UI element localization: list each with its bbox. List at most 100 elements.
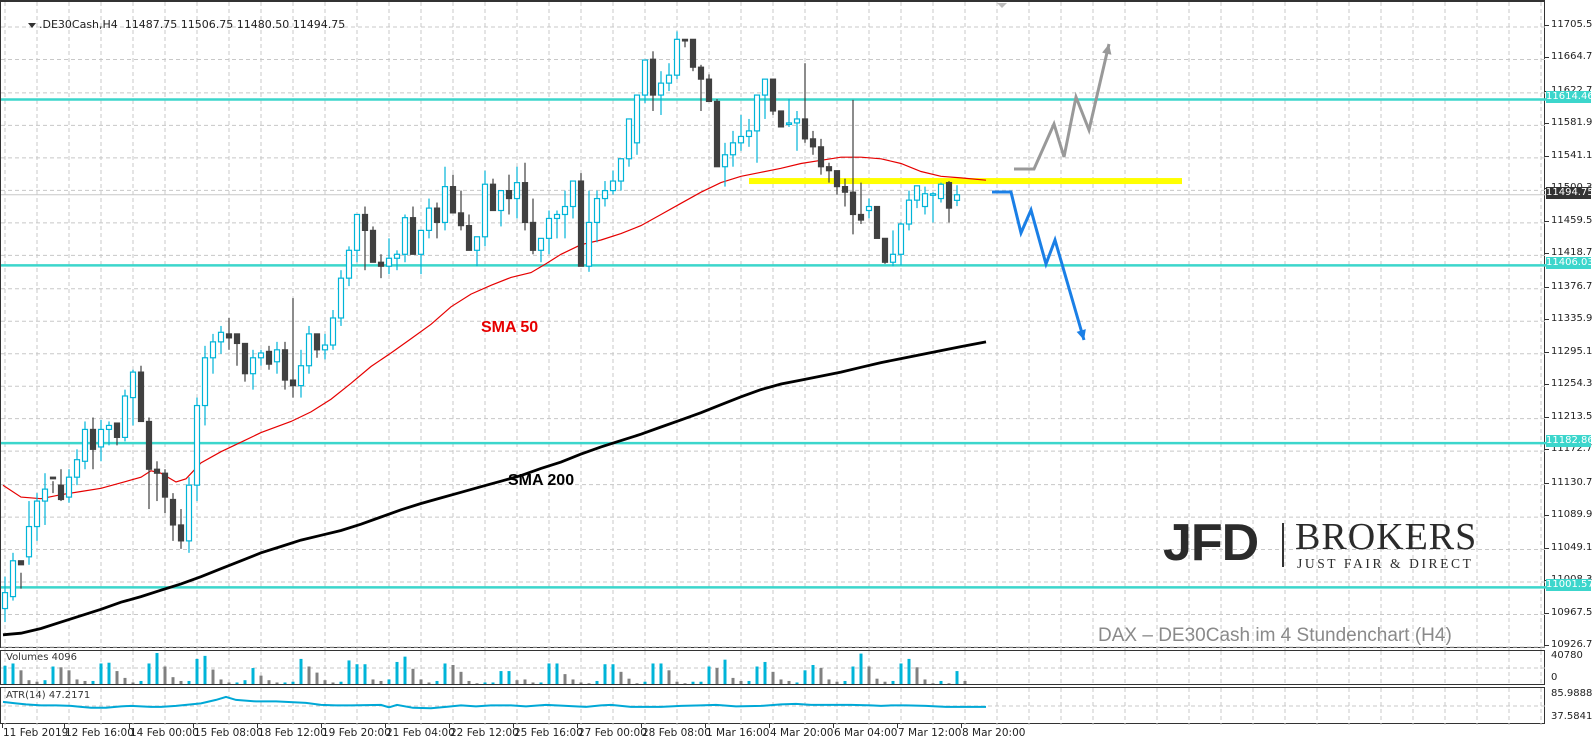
bear-candle-body [369,229,377,263]
bull-candle-body [721,154,729,168]
logo-jfd-text: JFD [1163,514,1259,572]
volume-bar [51,666,55,684]
time-axis-tick-mark [64,724,65,728]
volume-bar [243,680,247,684]
bull-candle-body [1,592,9,610]
shift-marker-icon[interactable] [997,3,1007,8]
bear-candle-body [225,333,233,339]
bear-candle-body [505,189,513,200]
bull-candle-body [513,182,521,200]
bull-candle-body [889,253,897,263]
volume-bar [251,668,255,684]
sma50-label: SMA 50 [481,319,539,336]
bull-candle-body [537,237,545,251]
volume-bar [347,660,351,684]
volume-bar [459,671,463,684]
time-axis-label: 12 Feb 16:00 [65,727,134,739]
volume-panel[interactable]: Volumes 4096 [0,650,1546,686]
bear-candle-body [17,560,25,566]
time-axis-tick-mark [385,724,386,728]
volume-bar [371,679,375,684]
time-axis-tick-mark [897,724,898,728]
volume-bar [595,680,599,684]
price-chart-panel[interactable]: .DE30Cash,H4 11487.75 11506.75 11480.50 … [0,0,1546,650]
time-axis-label: 7 Mar 12:00 [898,727,962,739]
volume-bar [35,681,39,684]
price-axis-tick: 11213.50 [1551,410,1593,422]
volume-bar [723,659,727,684]
resistance-zone-highlight [749,178,1182,185]
bull-candle-body [209,341,217,359]
bear-candle-body [465,225,473,251]
atr-axis-max: 85.9888 [1551,688,1593,699]
bear-candle-body [449,186,457,214]
time-axis-label: 8 Mar 20:00 [962,727,1026,739]
price-axis-tick: 10967.50 [1551,606,1593,618]
bull-candle-body [305,333,313,367]
dropdown-triangle-icon[interactable] [27,22,36,28]
atr-axis-min: 37.5841 [1551,711,1593,722]
time-axis-tick-mark [833,724,834,728]
volume-bar [259,675,263,684]
bull-candle-body [105,424,113,431]
bear-candle-body [697,66,705,80]
bull-candle-body [481,183,489,238]
volume-bar [299,658,303,684]
bull-candle-body [569,180,577,208]
price-axis-tick: 11541.10 [1551,149,1593,161]
bear-candle-body [873,205,881,239]
bear-candle-body [177,524,185,542]
time-axis-tick-mark [705,724,706,728]
volume-bar [267,680,271,684]
volume-bar [643,681,647,684]
bear-candle-body [577,180,585,267]
price-axis-tick: 11049.10 [1551,541,1593,553]
time-axis-label: 21 Feb 04:00 [386,727,455,739]
bear-candle-body [57,484,65,501]
volume-bar [955,671,959,684]
time-axis-tick-mark [513,724,514,728]
price-axis-tick-mark [1545,90,1549,92]
volume-bar [155,653,159,684]
volume-bar [947,683,951,684]
time-axis-label: 4 Mar 20:00 [770,727,834,739]
bear-candle-body [777,110,785,128]
bear-candle-body [281,349,289,381]
volume-bar [27,680,31,684]
bull-candle-body [329,317,337,346]
time-axis-label: 22 Feb 12:00 [450,727,519,739]
volume-bar [923,679,927,684]
volume-bar [19,670,23,684]
time-axis-tick-mark [129,724,130,728]
volume-bar [123,677,127,684]
bear-candle-body [689,38,697,68]
volume-bar [675,681,679,684]
bull-candle-body [585,221,593,267]
volume-bar [283,682,287,684]
volume-bar [699,681,703,684]
bull-candle-body [633,94,641,144]
bearish-scenario-arrow [992,190,1086,341]
volume-bar [859,653,863,684]
bull-candle-body [761,78,769,96]
price-axis-tick: 11376.70 [1551,280,1593,292]
volume-bar [931,683,935,684]
bear-candle-body [361,213,369,232]
price-axis-tick-mark [1545,612,1549,614]
volume-bar [107,662,111,684]
volume-bar [507,671,511,684]
price-axis-tick: 10926.70 [1551,639,1593,650]
bull-candle-body [41,488,49,502]
volume-bar [99,663,103,684]
volume-bar [403,656,407,684]
volume-bar [755,666,759,684]
volume-bar [179,680,183,684]
bear-candle-body [313,333,321,351]
bear-candle-body [409,217,417,255]
volume-bar [163,666,167,684]
bull-candle-body [737,135,745,144]
atr-panel[interactable]: ATR(14) 47.2171 [0,687,1546,725]
price-axis-tick: 11335.90 [1551,313,1593,325]
price-chart-canvas[interactable] [1,2,1546,650]
volume-bar [171,677,175,684]
